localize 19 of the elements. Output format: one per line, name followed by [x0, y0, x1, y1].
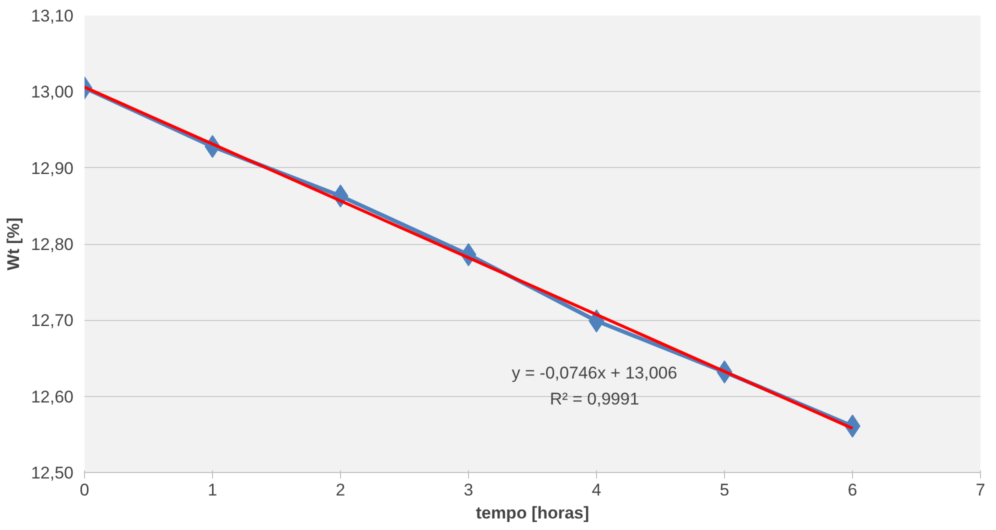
y-tick-label: 12,60 — [30, 387, 74, 406]
x-tick-label: 5 — [720, 480, 730, 500]
x-tick-label: 2 — [336, 480, 346, 500]
y-tick-label: 12,90 — [30, 158, 74, 178]
x-tick-label: 7 — [976, 480, 986, 500]
x-tick-label: 3 — [464, 480, 474, 500]
y-tick-label: 12,80 — [30, 235, 74, 254]
y-axis-title: Wt [%] — [4, 218, 23, 270]
x-tick-label: 0 — [80, 480, 90, 500]
annotation: y = -0,0746x + 13,006 — [512, 364, 678, 382]
annotation: R² = 0,9991 — [550, 390, 640, 408]
x-tick-label: 6 — [848, 480, 858, 500]
y-tick-label: 13,00 — [30, 82, 74, 102]
y-tick-label: 13,10 — [30, 6, 74, 26]
x-tick-label: 4 — [592, 480, 602, 500]
x-axis-title: tempo [horas] — [476, 504, 590, 522]
x-tick-label: 1 — [208, 480, 218, 500]
y-tick-label: 12,70 — [30, 311, 74, 330]
y-tick-label: 12,50 — [30, 464, 74, 482]
